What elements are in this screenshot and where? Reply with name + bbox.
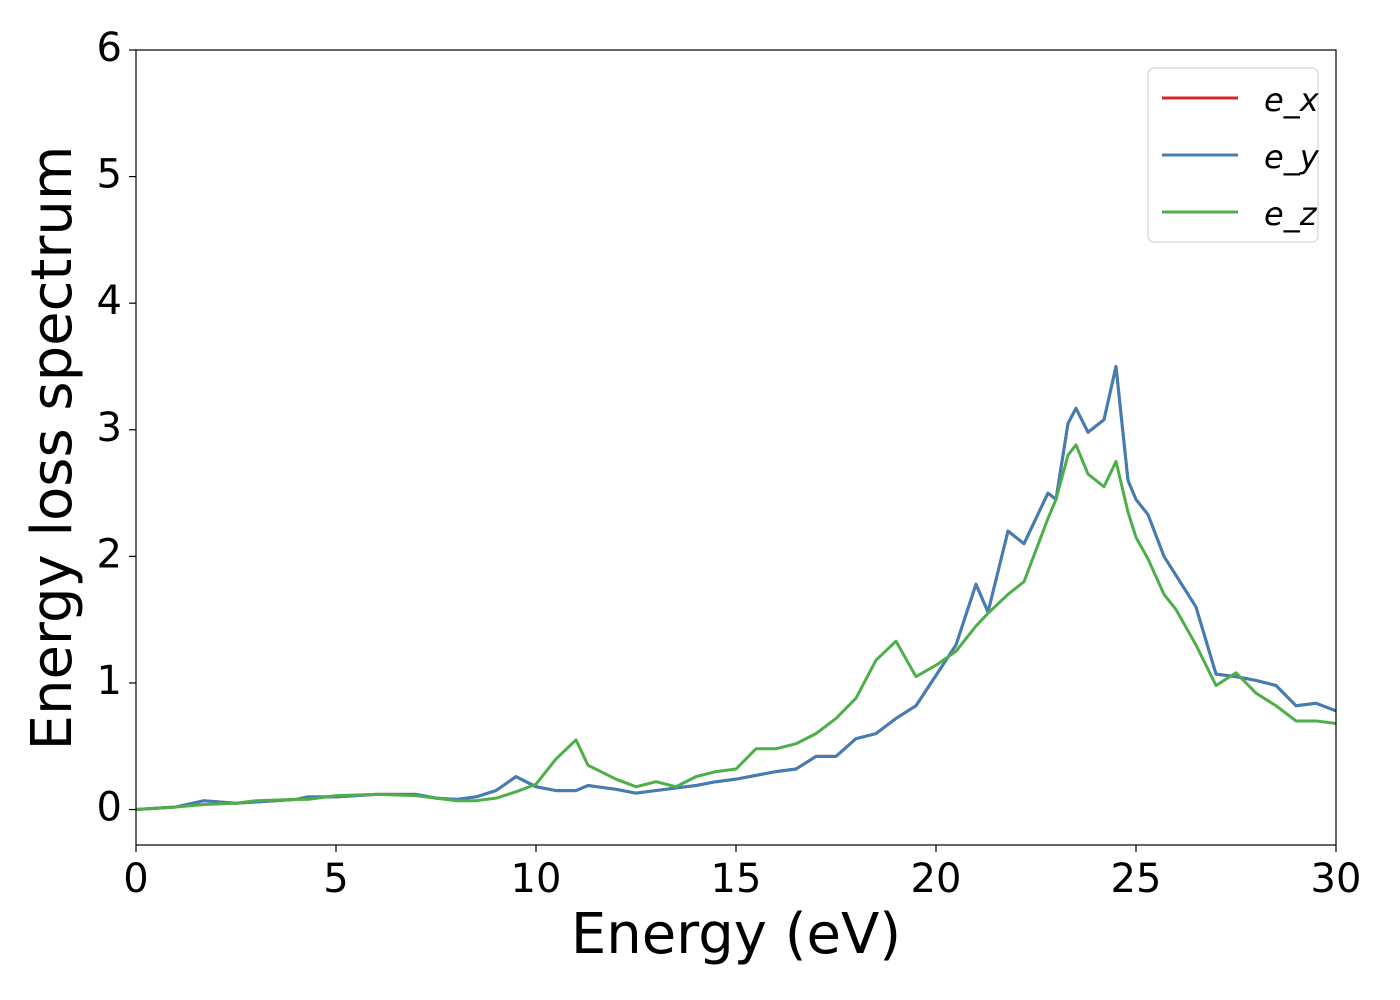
y-tick-label: 0 [97,785,122,831]
x-tick-label: 20 [911,856,962,902]
x-tick-label: 5 [323,856,348,902]
x-tick-label: 25 [1111,856,1162,902]
y-tick-label: 5 [97,152,122,198]
series-line [136,443,1336,812]
y-axis-label: Energy loss spectrum [20,146,85,751]
x-tick-label: 30 [1311,856,1362,902]
y-tick-label: 4 [97,278,122,324]
plot-frame [135,49,1337,846]
y-tick-label: 2 [97,531,122,577]
y-tick-label: 1 [97,658,122,704]
legend-label: e_x [1264,81,1320,119]
series-line [136,364,1336,812]
legend-label: e_z [1264,195,1318,233]
y-tick-label: 6 [97,25,122,71]
series-line [136,364,1336,812]
x-tick-label: 15 [711,856,762,902]
legend-label: e_y [1264,138,1320,176]
x-tick-label: 10 [511,856,562,902]
x-axis-label: Energy (eV) [571,902,901,967]
y-tick-label: 3 [97,405,122,451]
x-tick-label: 0 [123,856,148,902]
